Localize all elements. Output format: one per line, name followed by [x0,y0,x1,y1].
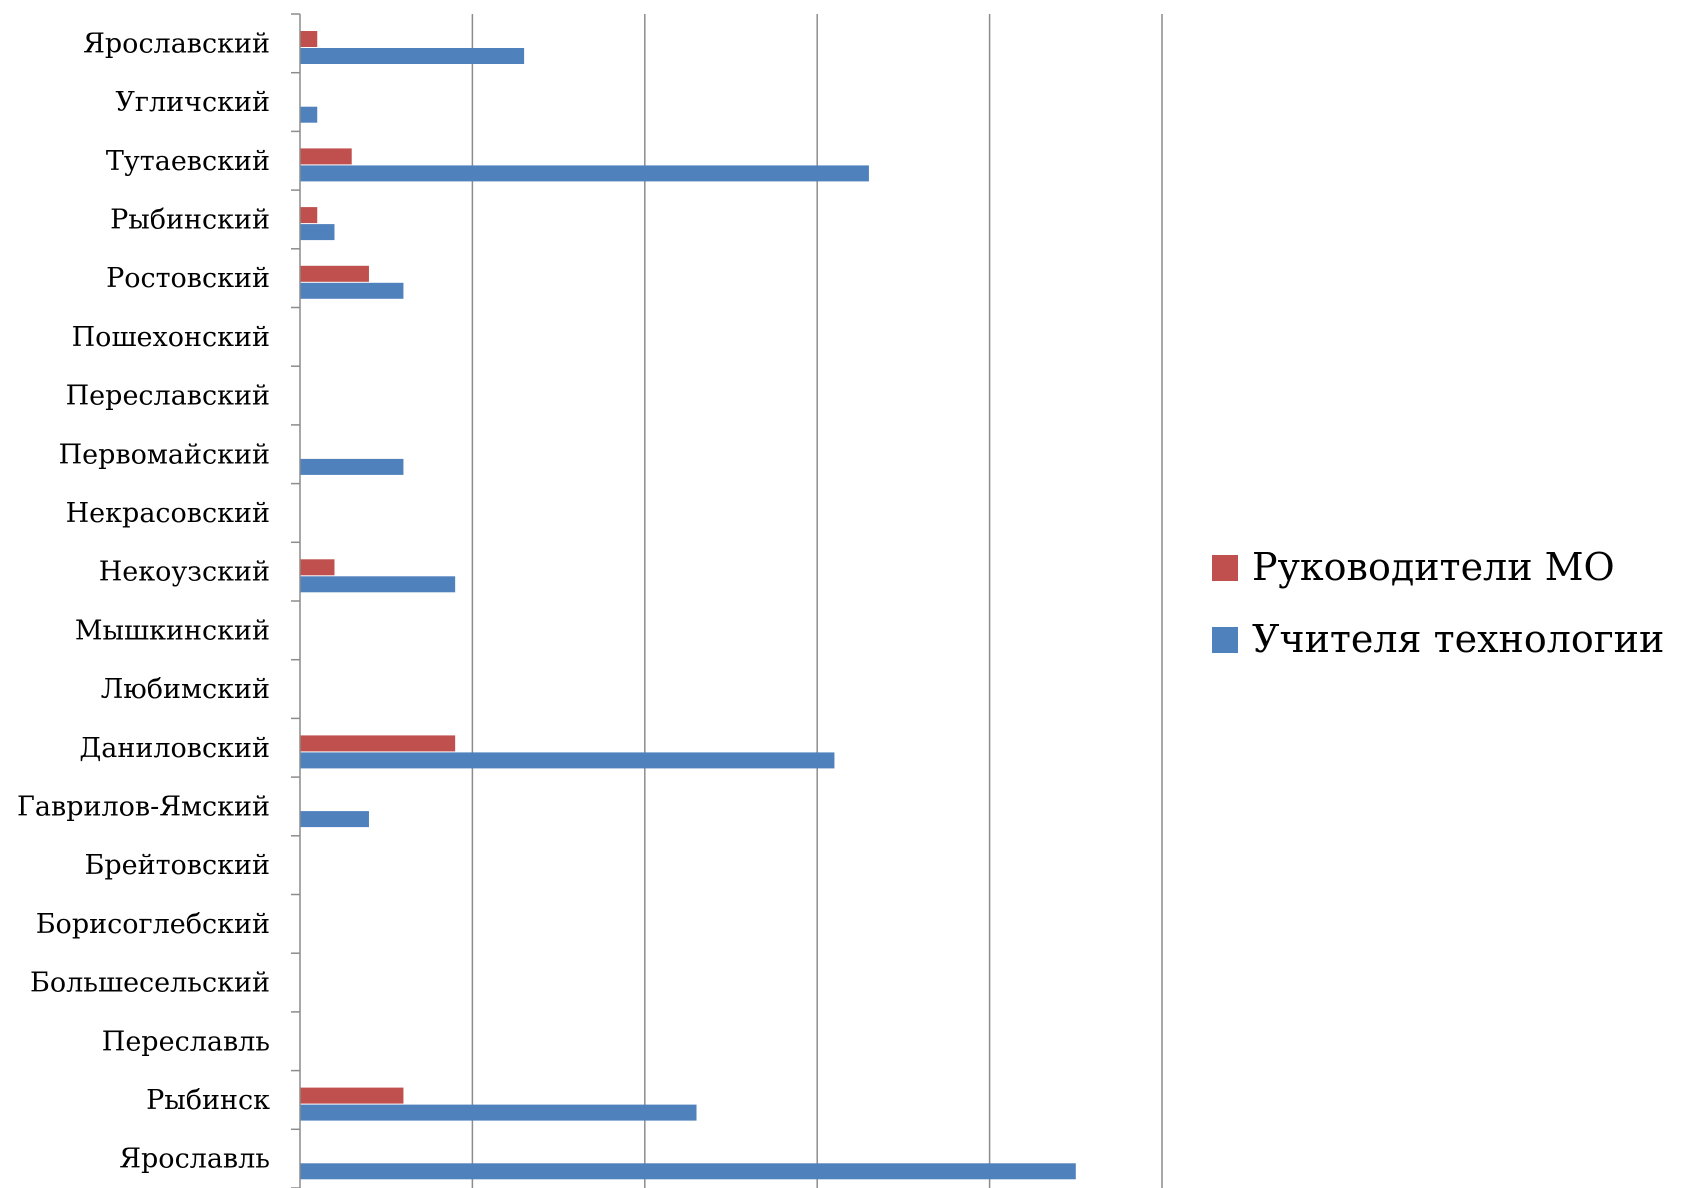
bar-uchitelya-8 [300,752,834,768]
category-label: Ярославль [119,1144,270,1175]
bar-rukovoditeli-11 [300,559,334,575]
category-label: Рыбинский [110,204,270,235]
bars [300,31,1076,1179]
bar-uchitelya-17 [300,224,334,240]
bar-rukovoditeli-20 [300,31,317,47]
bar-uchitelya-11 [300,576,455,592]
bar-rukovoditeli-18 [300,148,352,164]
legend-swatch-1 [1212,555,1238,581]
category-label: Некрасовский [66,498,270,529]
bar-uchitelya-16 [300,283,403,299]
bar-rukovoditeli-16 [300,266,369,282]
category-label: Переславский [66,381,270,412]
legend: Руководители МО Учителя технологии [1212,545,1664,661]
category-label: Ярославский [83,28,270,59]
category-label: Первомайский [59,439,270,470]
category-label: Большесельский [30,968,270,999]
category-labels: Ярославль Рыбинск Переславль Большесельский… [17,28,270,1174]
category-label: Мышкинский [75,615,270,646]
category-label: Любимский [101,674,270,705]
category-label: Некоузский [99,557,270,588]
category-label: Переславль [102,1026,270,1057]
bar-uchitelya-2 [300,1105,697,1121]
legend-swatch-2 [1212,627,1238,653]
legend-label-2: Учителя технологии [1252,617,1664,661]
bar-uchitelya-1 [300,1163,1076,1179]
category-axis [291,14,300,1188]
category-label: Ростовский [106,263,270,294]
gridlines [472,14,1162,1188]
bar-uchitelya-20 [300,48,524,64]
bar-uchitelya-13 [300,459,403,475]
bar-rukovoditeli-2 [300,1088,403,1104]
category-label: Угличский [115,87,270,118]
bar-uchitelya-19 [300,107,317,123]
category-label: Брейтовский [85,850,270,881]
bar-uchitelya-7 [300,811,369,827]
category-label: Тутаевский [106,146,270,177]
category-label: Гаврилов-Ямский [17,791,270,822]
bar-rukovoditeli-8 [300,735,455,751]
bar-uchitelya-18 [300,165,869,181]
category-label: Пошехонский [72,322,270,353]
bar-rukovoditeli-17 [300,207,317,223]
category-label: Борисоглебский [36,909,270,940]
category-label: Рыбинск [146,1085,270,1116]
legend-label-1: Руководители МО [1252,545,1615,589]
category-label: Даниловский [79,733,270,764]
